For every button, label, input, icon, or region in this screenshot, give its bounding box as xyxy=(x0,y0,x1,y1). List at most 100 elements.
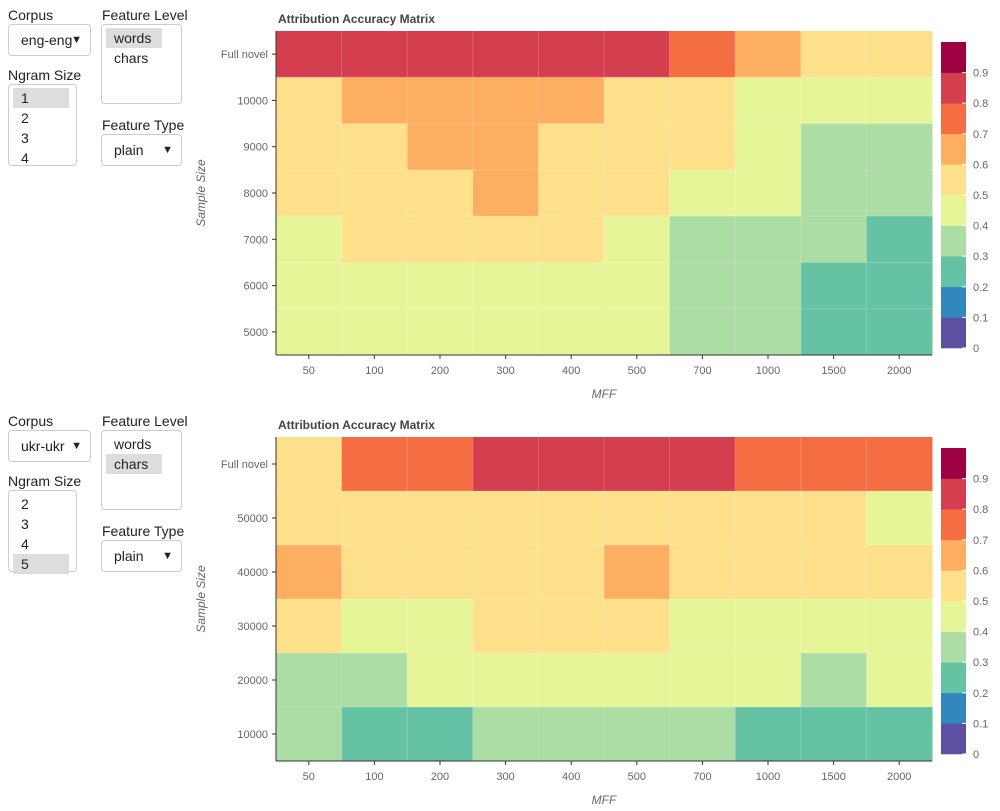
corpus-select[interactable]: ukr-ukr ▼ xyxy=(8,430,91,462)
x-tick-label: 300 xyxy=(496,365,514,377)
x-tick-label: 1500 xyxy=(821,771,845,783)
ngram-option[interactable]: 2 xyxy=(21,496,29,512)
legend-swatch xyxy=(941,164,966,196)
heatmap-cell xyxy=(538,437,605,492)
heatmap-cell xyxy=(800,707,867,762)
legend-swatch xyxy=(941,662,966,694)
heatmap-cell xyxy=(800,169,867,217)
ngram-size-label: Ngram Size xyxy=(8,473,82,489)
x-tick-label: 200 xyxy=(431,365,449,377)
feature-level-listbox[interactable]: words chars xyxy=(101,24,182,104)
heatmap-cell xyxy=(735,262,802,310)
x-tick-label: 50 xyxy=(303,365,315,377)
legend-label: 0.5 xyxy=(973,190,988,202)
heatmap-cell xyxy=(341,308,408,356)
heatmap-cell xyxy=(472,599,539,654)
legend-swatch xyxy=(941,72,966,104)
feature-level-listbox[interactable]: words chars xyxy=(101,430,182,510)
heatmap-cell xyxy=(341,491,408,546)
heatmap-cell xyxy=(407,653,474,708)
heatmap-cell xyxy=(669,169,736,217)
heatmap-cell xyxy=(276,77,343,125)
heatmap-cell xyxy=(800,599,867,654)
heatmap-cell xyxy=(604,308,671,356)
feature-type-select[interactable]: plain ▼ xyxy=(101,540,182,572)
heatmap-cell xyxy=(669,545,736,600)
heatmap-cell xyxy=(538,123,605,171)
chart-title: Attribution Accuracy Matrix xyxy=(278,12,435,26)
x-tick-label: 400 xyxy=(562,365,580,377)
ngram-size-listbox[interactable]: 1 2 3 4 xyxy=(8,84,77,166)
heatmap-cell xyxy=(735,123,802,171)
ngram-option[interactable]: 2 xyxy=(21,110,29,126)
y-tick-label: 9000 xyxy=(244,142,268,154)
legend-swatch xyxy=(941,103,966,135)
ngram-option[interactable]: 1 xyxy=(13,88,69,108)
heatmap-cell xyxy=(800,653,867,708)
legend-swatch xyxy=(941,448,966,479)
corpus-select[interactable]: eng-eng ▼ xyxy=(8,24,91,56)
heatmap-cell xyxy=(472,653,539,708)
level-option[interactable]: chars xyxy=(114,50,149,66)
level-option[interactable]: words xyxy=(106,28,162,48)
ngram-option[interactable]: 3 xyxy=(21,516,29,532)
heatmap-cell xyxy=(866,77,933,125)
feature-type-select[interactable]: plain ▼ xyxy=(101,134,182,166)
level-option[interactable]: words xyxy=(114,436,152,452)
x-tick-label: 1000 xyxy=(756,771,780,783)
level-option[interactable]: chars xyxy=(106,454,162,474)
ngram-size-listbox[interactable]: 2 3 4 5 xyxy=(8,490,77,574)
x-tick-label: 300 xyxy=(496,771,514,783)
corpus-label: Corpus xyxy=(8,413,54,429)
heatmap-cell xyxy=(669,31,736,78)
x-tick-label: 500 xyxy=(628,365,646,377)
heatmap-cell xyxy=(538,308,605,356)
heatmap-cell xyxy=(669,123,736,171)
dropdown-arrow-icon: ▼ xyxy=(71,440,82,452)
y-tick-label: 50000 xyxy=(237,513,268,525)
heatmap-cell xyxy=(604,437,671,492)
heatmap-cell xyxy=(866,653,933,708)
ngram-option[interactable]: 4 xyxy=(21,536,29,552)
legend-label: 0.4 xyxy=(973,627,988,639)
legend-label: 0.6 xyxy=(973,565,988,577)
heatmap-cell xyxy=(866,169,933,217)
analysis-panel: Corpus eng-eng ▼ Ngram Size 1 2 3 4 Feature… xyxy=(0,0,1000,405)
feature-level-label: Feature Level xyxy=(102,413,188,429)
heatmap-cell xyxy=(472,707,539,762)
heatmap-cell xyxy=(604,599,671,654)
ngram-option[interactable]: 4 xyxy=(21,150,29,166)
x-tick-label: 400 xyxy=(562,771,580,783)
heatmap-cell xyxy=(604,216,671,263)
x-tick-label: 1000 xyxy=(756,365,780,377)
legend-label: 0.7 xyxy=(973,129,988,141)
legend-swatch xyxy=(941,692,966,724)
legend-swatch xyxy=(941,539,966,571)
heatmap-cell xyxy=(472,123,539,171)
heatmap-cell xyxy=(276,262,343,310)
legend-label: 0.2 xyxy=(973,282,988,294)
heatmap-cell xyxy=(604,262,671,310)
legend-label: 0.9 xyxy=(973,474,988,486)
heatmap-cell xyxy=(800,123,867,171)
heatmap-cell xyxy=(276,545,343,600)
heatmap-cell xyxy=(407,491,474,546)
x-tick-label: 1500 xyxy=(821,365,845,377)
heatmap-cell xyxy=(407,123,474,171)
y-tick-label: 5000 xyxy=(244,327,268,339)
heatmap-cell xyxy=(866,216,933,263)
heatmap-cell xyxy=(735,491,802,546)
legend-swatch xyxy=(941,133,966,165)
ngram-option[interactable]: 5 xyxy=(13,554,69,574)
y-tick-label: Full novel xyxy=(221,49,268,61)
heatmap-cell xyxy=(276,123,343,171)
heatmap-cell xyxy=(866,491,933,546)
heatmap-cell xyxy=(341,169,408,217)
heatmap-cell xyxy=(800,262,867,310)
heatmap-cell xyxy=(735,216,802,263)
heatmap-cell xyxy=(604,31,671,78)
legend-swatch xyxy=(941,601,966,632)
ngram-option[interactable]: 3 xyxy=(21,130,29,146)
legend-label: 0.1 xyxy=(973,718,988,730)
heatmap-cell xyxy=(538,169,605,217)
